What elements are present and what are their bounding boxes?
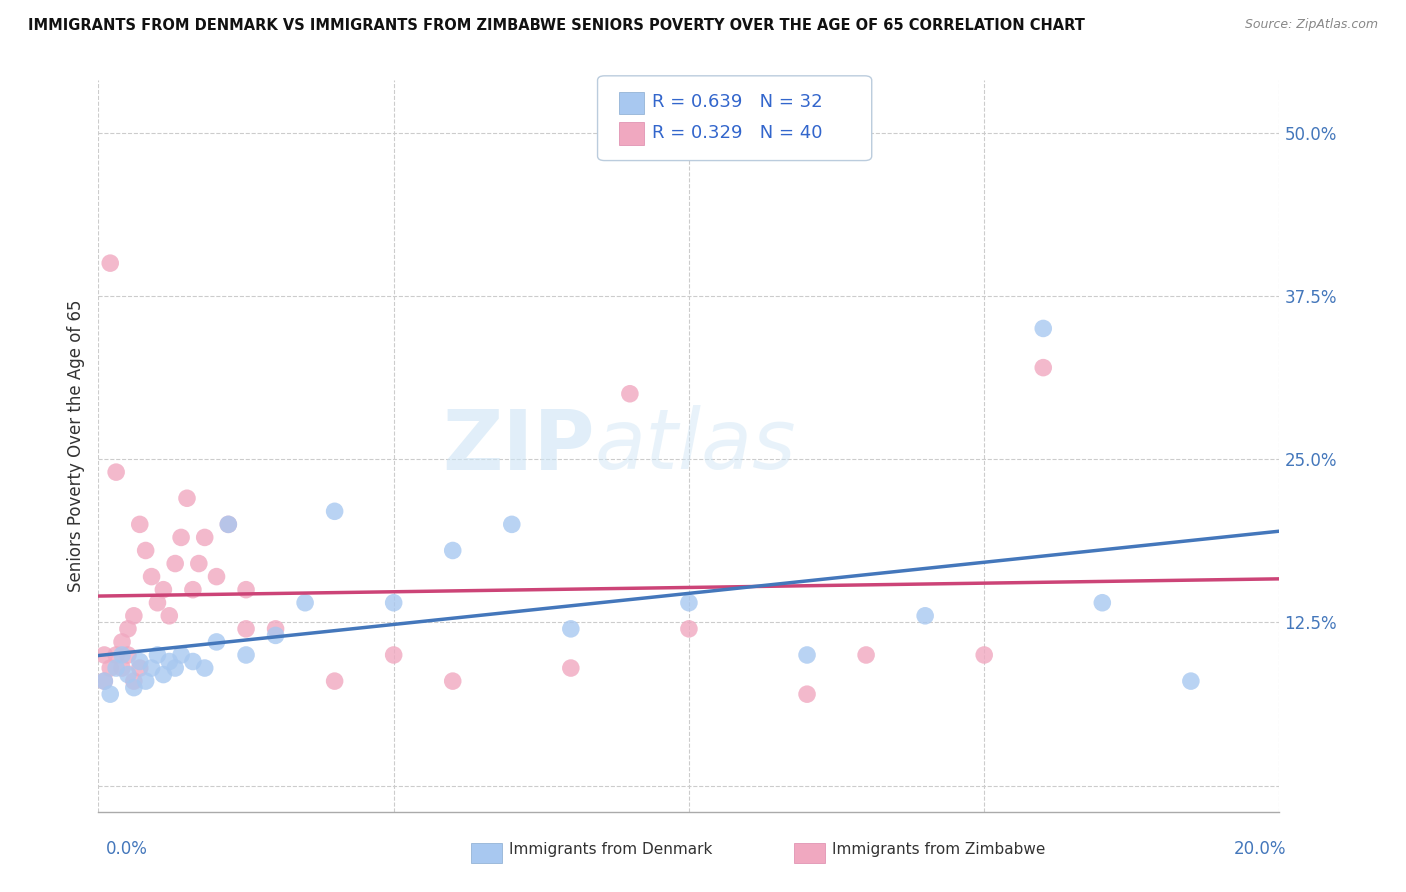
Point xyxy=(855,648,877,662)
Point xyxy=(152,667,174,681)
Point xyxy=(128,517,150,532)
Text: 20.0%: 20.0% xyxy=(1234,840,1286,858)
Point xyxy=(111,648,134,662)
Text: IMMIGRANTS FROM DENMARK VS IMMIGRANTS FROM ZIMBABWE SENIORS POVERTY OVER THE AGE: IMMIGRANTS FROM DENMARK VS IMMIGRANTS FR… xyxy=(28,18,1085,33)
Point xyxy=(441,543,464,558)
Point xyxy=(111,635,134,649)
Point xyxy=(678,622,700,636)
Point xyxy=(914,608,936,623)
Point xyxy=(93,648,115,662)
Point xyxy=(382,648,405,662)
Text: R = 0.329   N = 40: R = 0.329 N = 40 xyxy=(652,124,823,142)
Point xyxy=(1180,674,1202,689)
Text: Source: ZipAtlas.com: Source: ZipAtlas.com xyxy=(1244,18,1378,31)
Point xyxy=(165,557,187,571)
Point xyxy=(1091,596,1114,610)
Point xyxy=(122,674,145,689)
Text: 0.0%: 0.0% xyxy=(105,840,148,858)
Point xyxy=(973,648,995,662)
Point xyxy=(152,582,174,597)
Point xyxy=(217,517,239,532)
Point xyxy=(181,582,204,597)
Point xyxy=(117,622,139,636)
Point xyxy=(146,648,169,662)
Point xyxy=(264,628,287,642)
Point xyxy=(796,648,818,662)
Point xyxy=(205,569,228,583)
Point xyxy=(619,386,641,401)
Point xyxy=(117,648,139,662)
Point xyxy=(93,674,115,689)
Point xyxy=(98,687,121,701)
Point xyxy=(294,596,316,610)
Point xyxy=(678,596,700,610)
Point xyxy=(1032,321,1054,335)
Point xyxy=(122,681,145,695)
Point xyxy=(235,648,257,662)
Point xyxy=(501,517,523,532)
Point xyxy=(194,530,217,544)
Point xyxy=(141,661,163,675)
Point xyxy=(560,622,582,636)
Point xyxy=(117,667,139,681)
Point xyxy=(796,687,818,701)
Point xyxy=(170,530,193,544)
Point xyxy=(1032,360,1054,375)
Point xyxy=(181,655,204,669)
Point xyxy=(122,608,145,623)
Point xyxy=(157,608,180,623)
Point xyxy=(323,674,346,689)
Point xyxy=(135,674,157,689)
Text: ZIP: ZIP xyxy=(441,406,595,486)
Point xyxy=(128,661,150,675)
Point xyxy=(217,517,239,532)
Point xyxy=(146,596,169,610)
Point xyxy=(560,661,582,675)
Point xyxy=(105,465,128,479)
Point xyxy=(165,661,187,675)
Point xyxy=(382,596,405,610)
Point xyxy=(194,661,217,675)
Point xyxy=(323,504,346,518)
Point xyxy=(235,582,257,597)
Point xyxy=(441,674,464,689)
Text: R = 0.639   N = 32: R = 0.639 N = 32 xyxy=(652,93,823,111)
Point xyxy=(170,648,193,662)
Point xyxy=(93,674,115,689)
Point xyxy=(105,661,128,675)
Point xyxy=(205,635,228,649)
Text: atlas: atlas xyxy=(595,406,796,486)
Text: Immigrants from Denmark: Immigrants from Denmark xyxy=(509,842,713,856)
Point xyxy=(157,655,180,669)
Point xyxy=(264,622,287,636)
Point xyxy=(105,648,128,662)
Point xyxy=(141,569,163,583)
Point xyxy=(176,491,198,506)
Point xyxy=(187,557,209,571)
Point xyxy=(98,256,121,270)
Point xyxy=(111,661,134,675)
Text: Immigrants from Zimbabwe: Immigrants from Zimbabwe xyxy=(832,842,1046,856)
Point xyxy=(135,543,157,558)
Point xyxy=(98,661,121,675)
Y-axis label: Seniors Poverty Over the Age of 65: Seniors Poverty Over the Age of 65 xyxy=(66,300,84,592)
Point xyxy=(235,622,257,636)
Point xyxy=(128,655,150,669)
